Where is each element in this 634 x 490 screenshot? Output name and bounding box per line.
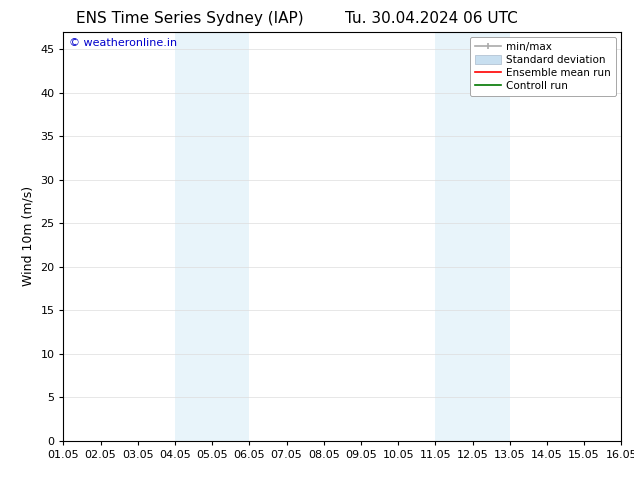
Text: ENS Time Series Sydney (IAP): ENS Time Series Sydney (IAP) xyxy=(76,11,304,26)
Bar xyxy=(436,32,510,441)
Legend: min/max, Standard deviation, Ensemble mean run, Controll run: min/max, Standard deviation, Ensemble me… xyxy=(470,37,616,96)
Text: Tu. 30.04.2024 06 UTC: Tu. 30.04.2024 06 UTC xyxy=(345,11,517,26)
Text: © weatheronline.in: © weatheronline.in xyxy=(69,38,177,48)
Bar xyxy=(175,32,249,441)
Y-axis label: Wind 10m (m/s): Wind 10m (m/s) xyxy=(22,186,35,287)
